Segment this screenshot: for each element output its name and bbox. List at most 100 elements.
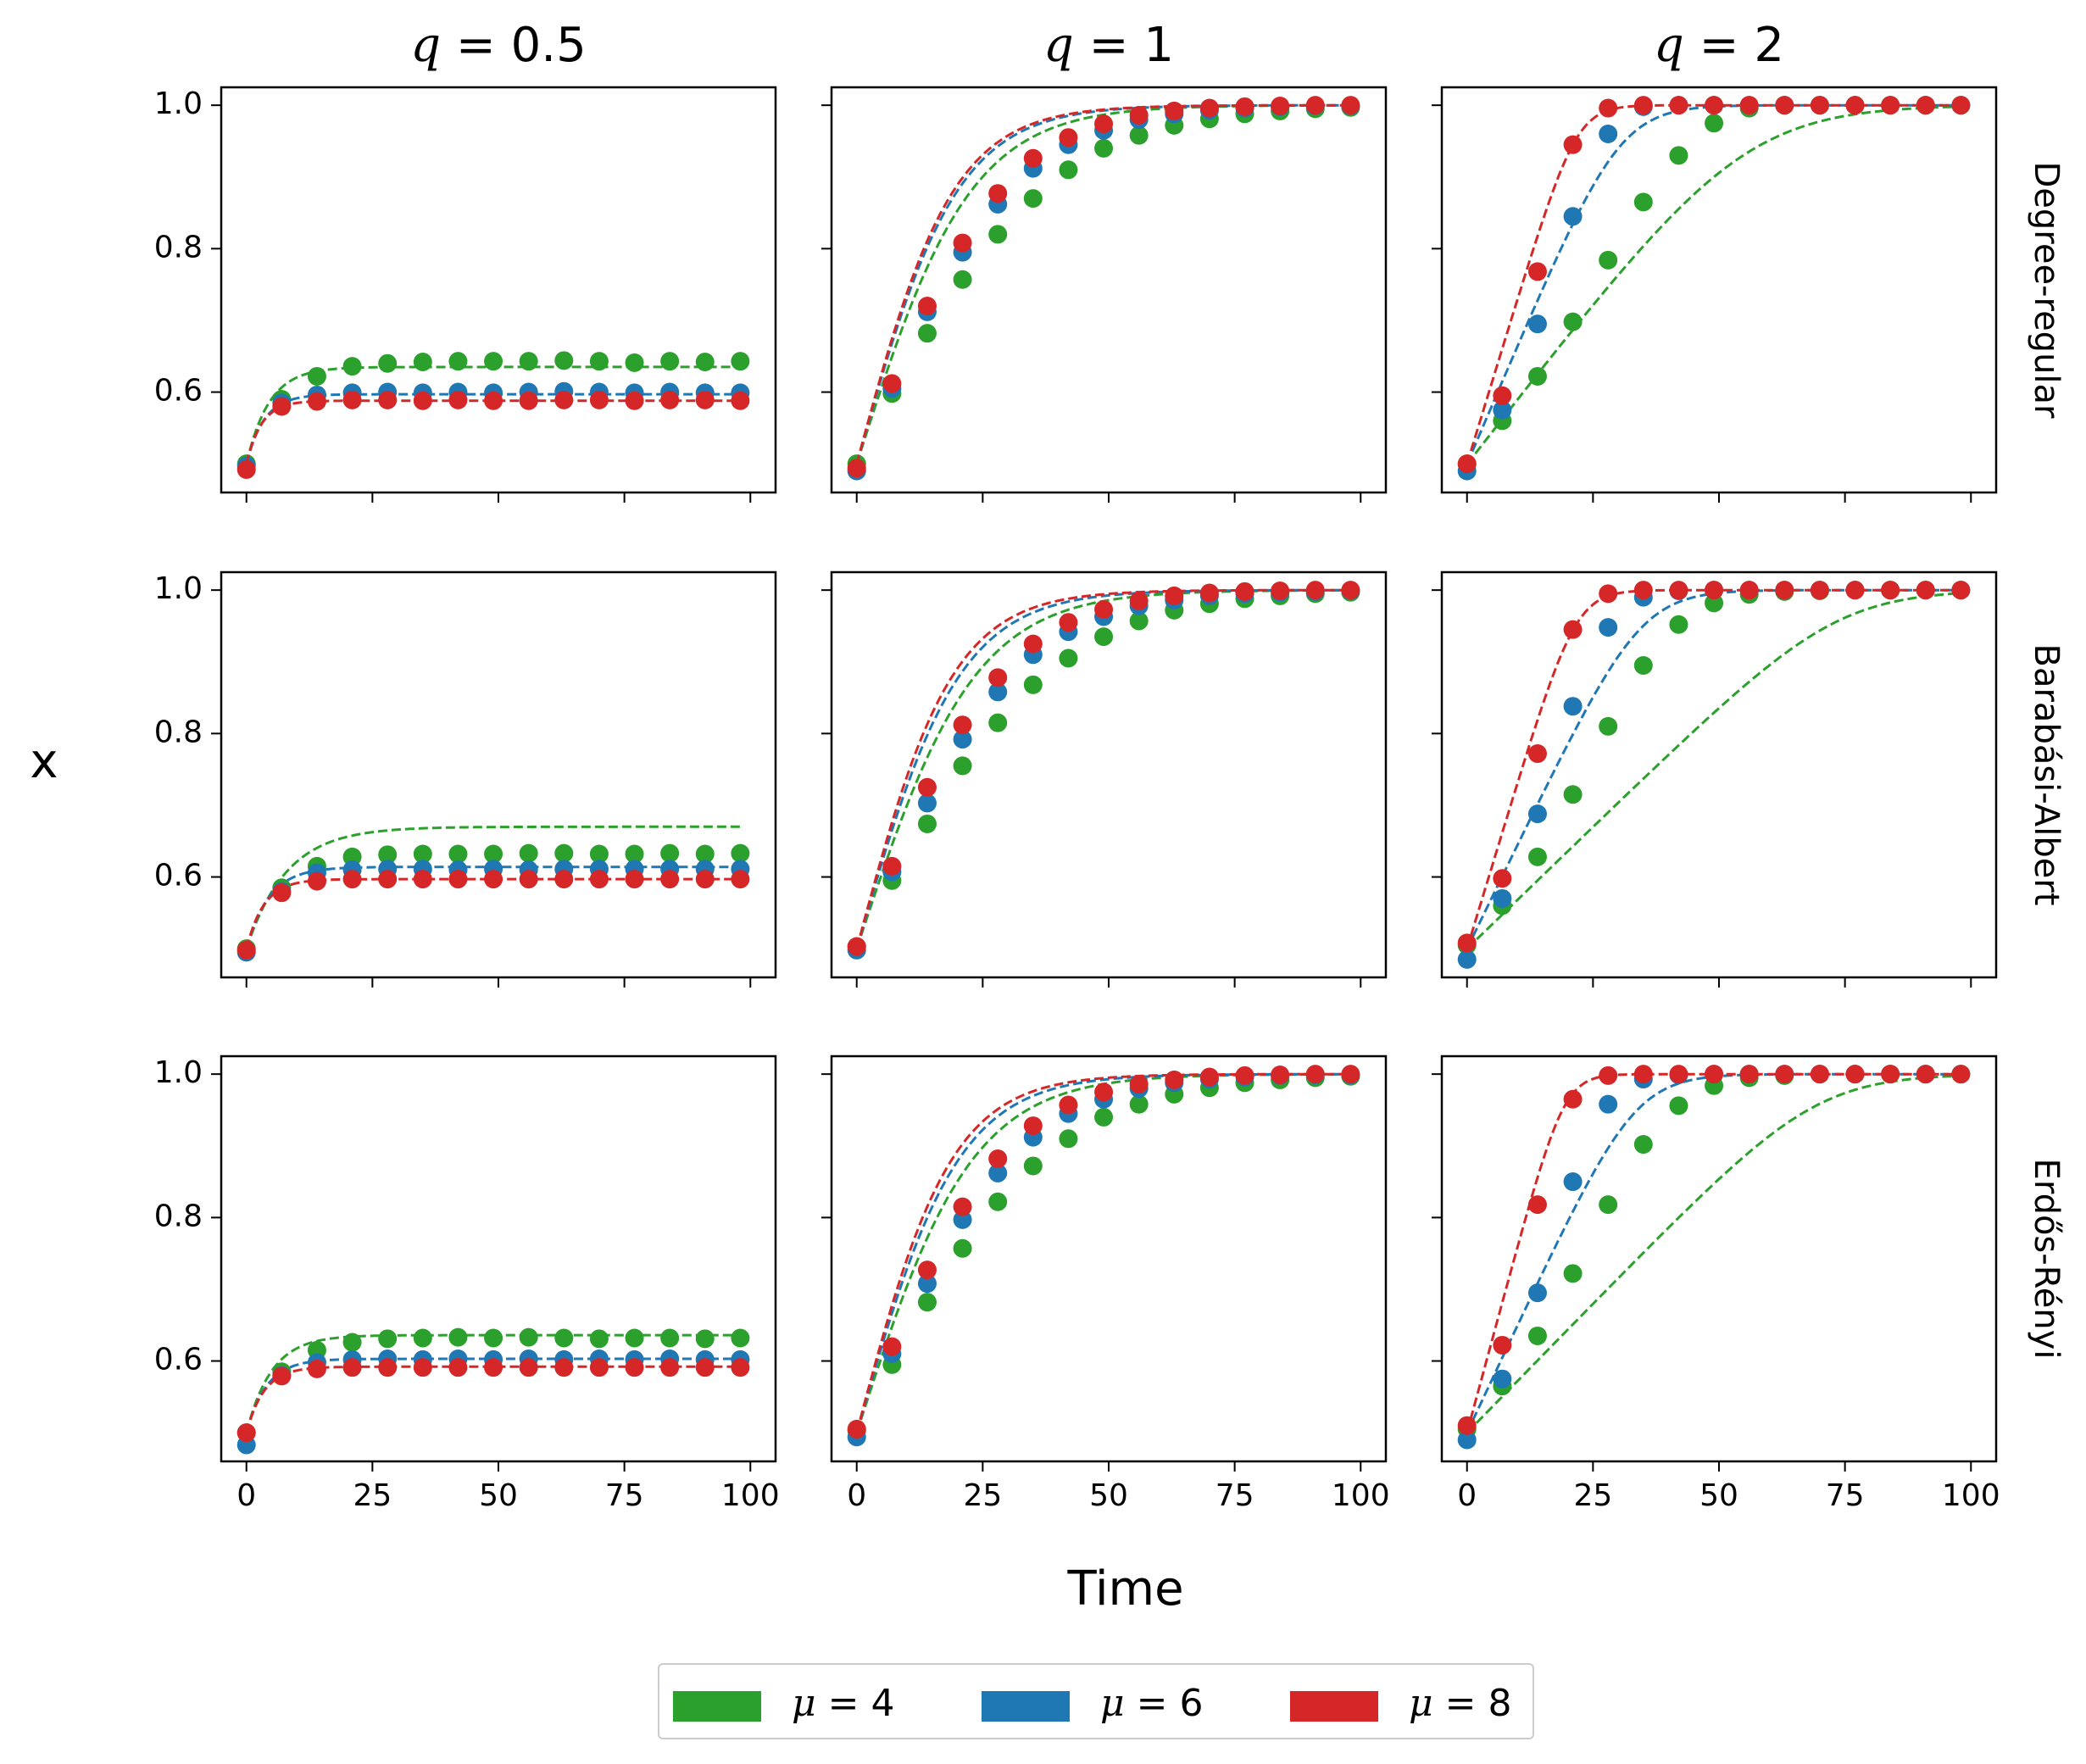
data-point: [988, 668, 1008, 687]
data-point: [1493, 1335, 1512, 1355]
x-tick-label: 100: [1942, 1478, 2000, 1513]
data-point: [1094, 138, 1114, 158]
y-tick-label: 0.8: [154, 230, 203, 264]
subplot-r0-c1: [821, 86, 1388, 503]
data-point: [1916, 96, 1935, 115]
model-line: [855, 1072, 1351, 1433]
data-point: [554, 870, 574, 889]
data-point: [988, 1149, 1008, 1168]
data-point: [519, 352, 538, 371]
plot-area: [847, 96, 1360, 481]
data-point: [1271, 581, 1290, 600]
x-tick-label: 100: [1332, 1478, 1390, 1513]
data-point: [307, 871, 326, 891]
data-point: [342, 357, 362, 376]
data-point: [1129, 125, 1149, 145]
data-point: [731, 870, 750, 889]
data-point: [1235, 1066, 1254, 1085]
x-tick-label: 0: [847, 1478, 866, 1513]
x-tick-label: 50: [1089, 1478, 1128, 1513]
data-point: [1775, 96, 1794, 115]
data-point: [484, 391, 503, 410]
data-point: [1881, 96, 1900, 115]
data-point: [1199, 1067, 1219, 1087]
data-point: [589, 390, 609, 409]
data-point: [917, 793, 937, 813]
model-line: [855, 588, 1351, 949]
data-point: [1059, 1129, 1078, 1149]
x-tick-label: 25: [1573, 1478, 1612, 1513]
data-point: [413, 1358, 432, 1377]
data-point: [378, 1329, 398, 1349]
data-point: [953, 233, 972, 253]
data-point: [660, 352, 680, 371]
data-point: [1493, 1369, 1512, 1388]
data-point: [307, 366, 326, 386]
data-point: [1775, 581, 1794, 600]
data-point: [1845, 1065, 1865, 1084]
data-point: [1951, 581, 1971, 600]
data-point: [1165, 101, 1184, 120]
data-point: [236, 459, 256, 479]
data-point: [342, 870, 362, 889]
legend-label: μ = 8: [1409, 1682, 1512, 1725]
model-line: [1466, 1074, 1961, 1434]
model-line: [855, 588, 1351, 949]
data-point: [1059, 160, 1078, 180]
data-point: [519, 1327, 538, 1347]
data-point: [519, 843, 538, 863]
data-point: [1633, 655, 1653, 675]
subplot-r2-c2: 0 25 50 75 100: [1432, 1055, 2000, 1513]
model-line: [1466, 103, 1961, 465]
data-point: [519, 391, 538, 410]
data-point: [1059, 128, 1078, 147]
data-point: [1493, 400, 1512, 420]
legend-swatch-green: [673, 1691, 761, 1722]
model-line: [855, 103, 1351, 465]
data-point: [1059, 613, 1078, 632]
data-point: [378, 870, 398, 889]
row-label: Barabási-Albert: [2027, 644, 2066, 906]
data-point: [413, 353, 432, 372]
column-title-symbol: q: [1654, 18, 1684, 73]
data-point: [272, 883, 292, 903]
data-point: [378, 390, 398, 409]
x-tick-label: 25: [963, 1478, 1002, 1513]
data-point: [1599, 1066, 1618, 1085]
data-point: [660, 870, 680, 889]
data-point: [1669, 146, 1688, 165]
data-point: [1669, 96, 1688, 115]
data-point: [1845, 96, 1865, 115]
data-point: [1023, 675, 1043, 694]
data-point: [1633, 581, 1653, 600]
data-point: [448, 1358, 468, 1377]
axes-frame: [1440, 570, 1998, 979]
x-tick-label: 0: [236, 1478, 256, 1513]
x-axis-label: Time: [1066, 1561, 1183, 1617]
data-point: [660, 1358, 680, 1377]
axes-frame: [220, 86, 777, 494]
data-point: [1599, 124, 1618, 143]
data-point: [847, 1419, 866, 1438]
data-point: [1633, 96, 1653, 115]
data-point: [1527, 366, 1547, 386]
column-title-symbol: q: [1043, 18, 1074, 73]
data-point: [1705, 581, 1724, 600]
data-point: [342, 390, 362, 409]
data-point: [695, 390, 715, 409]
model-line: [1466, 588, 1961, 949]
axes-frame: [1440, 1055, 1998, 1463]
legend: μ = 4 μ = 6 μ = 8: [658, 1663, 1534, 1739]
data-point: [448, 390, 468, 409]
data-point: [554, 1358, 574, 1377]
data-point: [917, 297, 937, 316]
column-title-equals: =: [1684, 18, 1755, 73]
model-line: [245, 877, 741, 949]
legend-label: μ = 6: [1100, 1682, 1204, 1725]
data-point: [988, 225, 1008, 244]
data-point: [1094, 1107, 1114, 1127]
data-point: [1527, 1195, 1547, 1215]
data-point: [625, 391, 644, 410]
data-point: [1633, 1135, 1653, 1155]
data-point: [1457, 454, 1477, 474]
